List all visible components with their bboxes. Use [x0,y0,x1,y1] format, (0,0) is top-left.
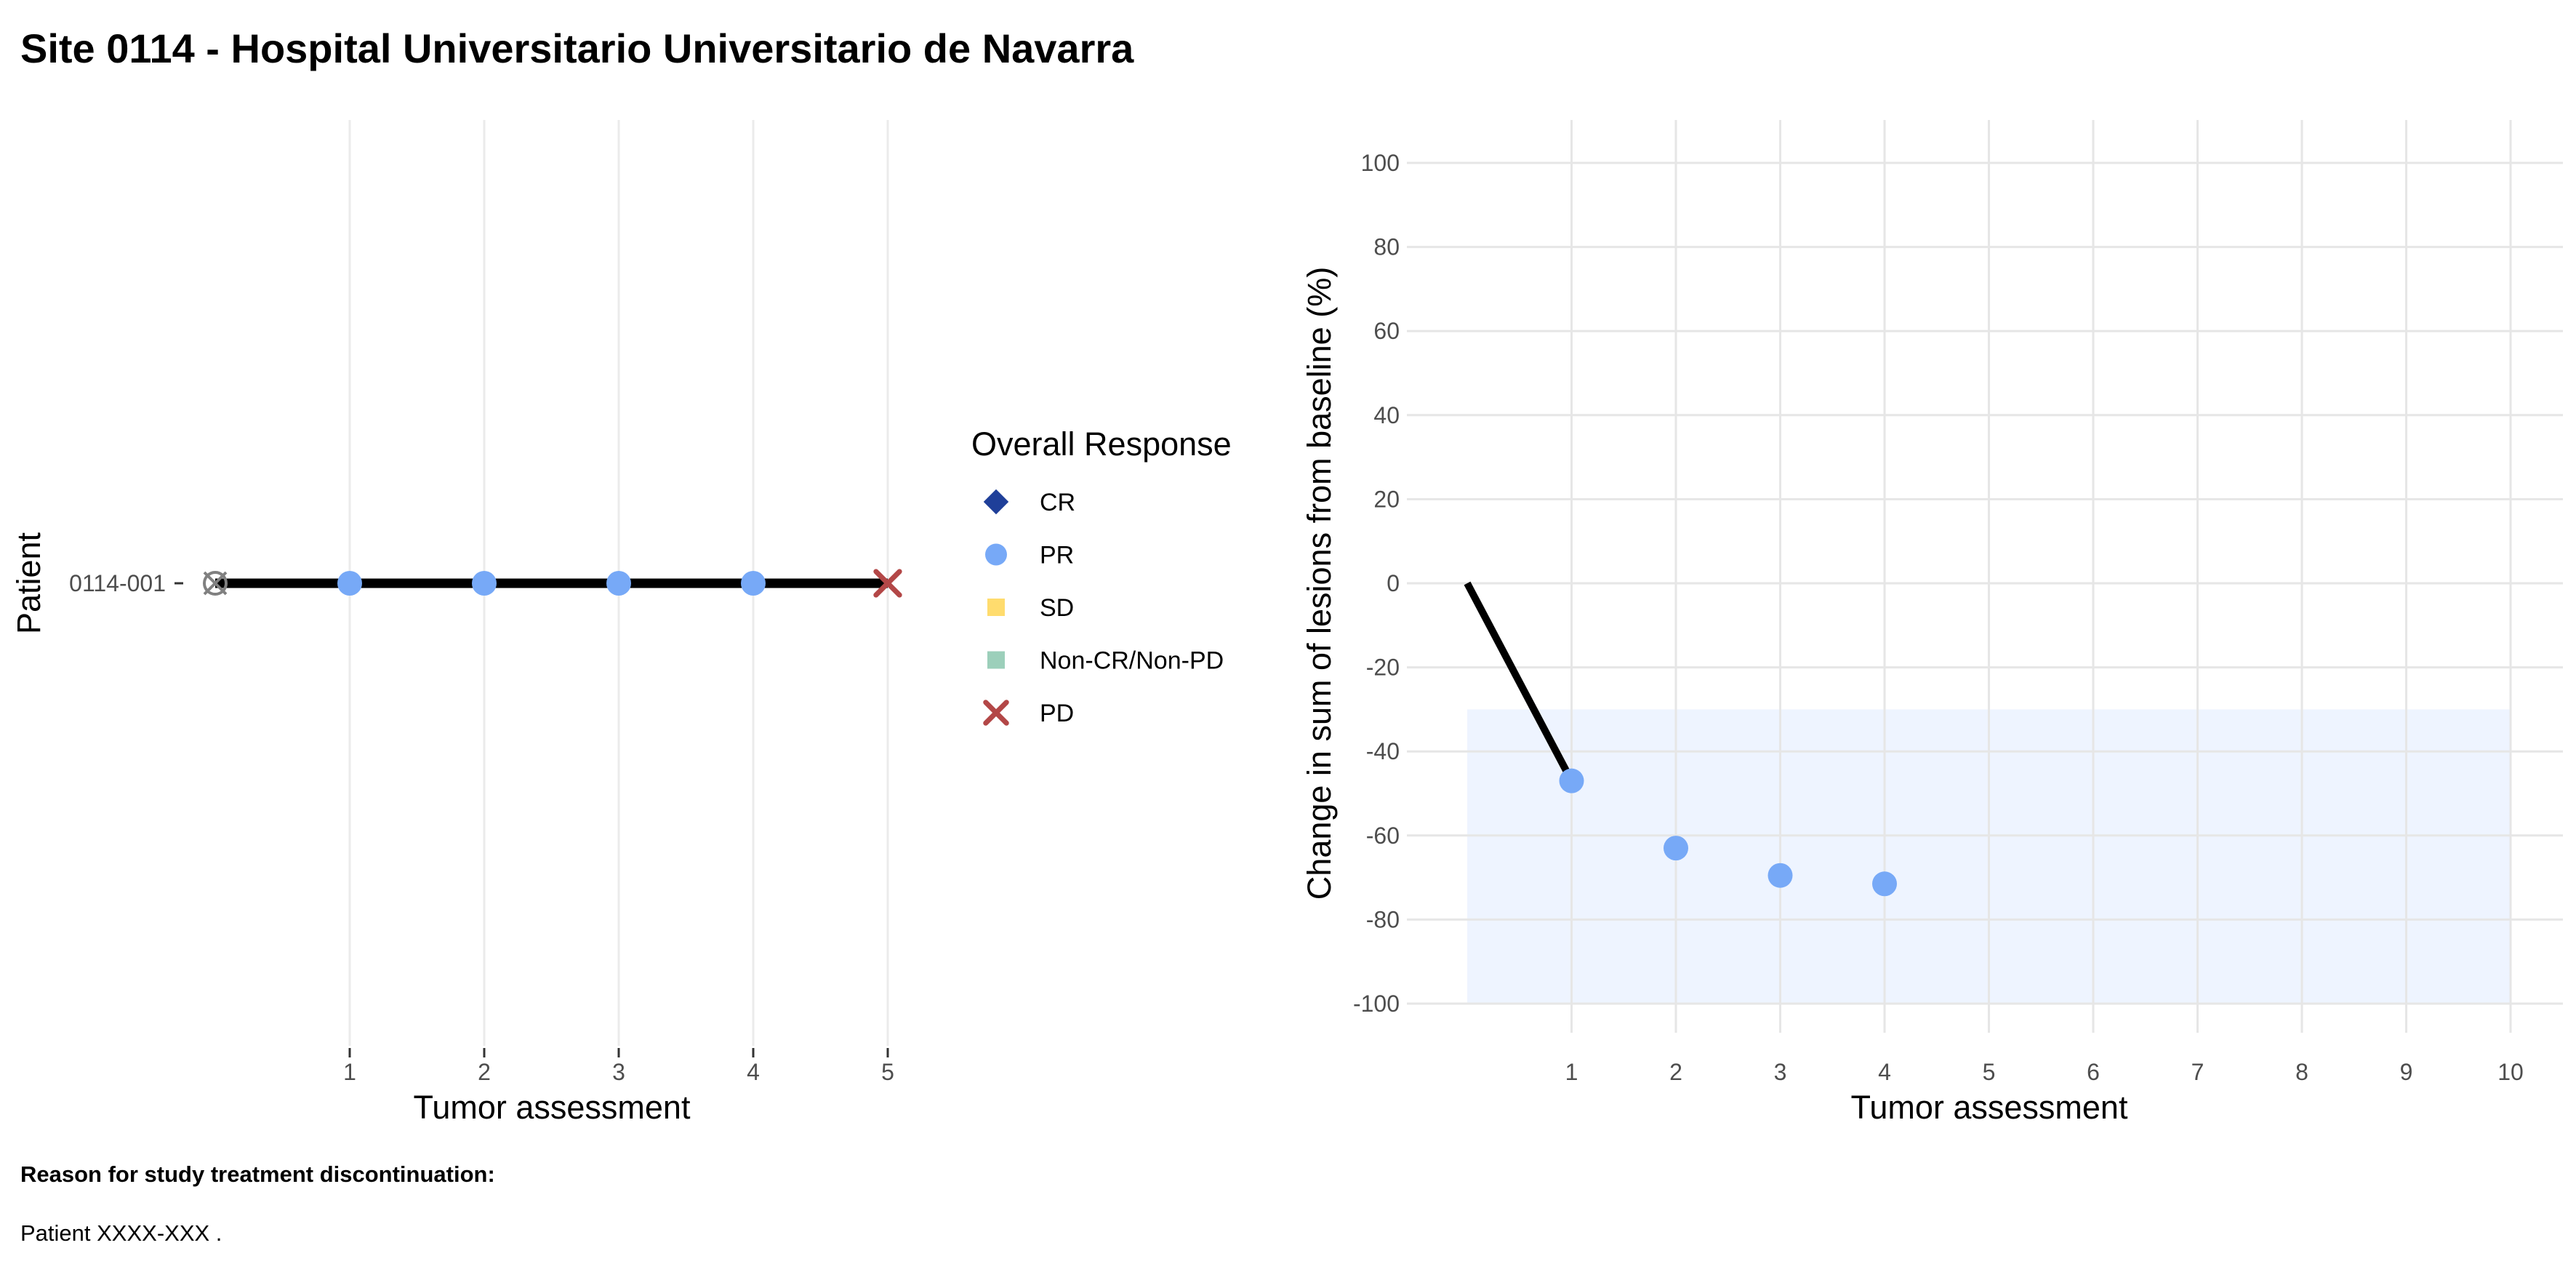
patient-label: 0114-001 [69,570,166,596]
y-tick-label: -80 [1366,906,1400,932]
response-point-pd [873,569,902,598]
change-from-baseline-plot: 100 80 60 40 20 0 -20 -40 -60 -80 -100 1 2 3 4 5 6 7 8 9 10 T… [1301,120,2563,1126]
cross-stroke [873,569,902,598]
legend-key-sd [987,599,1005,616]
x-tick-label: 6 [2087,1059,2100,1085]
baseline-marker [203,571,228,596]
legend: Overall Response CR PR SD Non-CR/Non-PD PD [971,425,1232,727]
x-tick-label: 7 [2191,1059,2204,1085]
change-point-pr [1664,836,1688,861]
y-tick-label: -100 [1353,991,1400,1017]
y-tick-label: -20 [1366,655,1400,681]
change-line [1464,581,1575,783]
discontinuation-reason-text: Patient XXXX-XXX . [20,1220,222,1246]
legend-label: PD [1040,700,1074,727]
y-tick-label: 80 [1373,234,1400,260]
legend-title: Overall Response [971,425,1232,463]
x-tick-label: 5 [881,1059,894,1085]
x-tick-label: 1 [1565,1059,1578,1085]
legend-key-pd [983,700,1009,726]
x-tick-label: 10 [2497,1059,2524,1085]
x-axis-title: Tumor assessment [1851,1089,2128,1126]
x-tick-label: 1 [343,1059,356,1085]
legend-label: CR [1040,489,1075,516]
x-tick-label: 3 [612,1059,625,1085]
y-tick-label: 60 [1373,318,1400,344]
x-tick-label: 2 [478,1059,491,1085]
response-point-pr [606,571,631,596]
y-axis-title: Change in sum of lesions from baseline (… [1301,267,1338,900]
change-point-pr [1559,768,1584,793]
legend-label: PR [1040,542,1074,569]
swimmer-plot: 1 2 3 4 5 Tumor assessment Patient 0114-001 [10,120,902,1126]
change-point-pr [1768,863,1793,888]
y-tick-label: 20 [1373,486,1400,512]
change-point-pr [1872,871,1897,897]
page-title: Site 0114 - Hospital Universitario Unive… [20,25,1134,71]
x-tick-label: 9 [2400,1059,2413,1085]
legend-label: SD [1040,594,1074,622]
response-point-pr [337,571,362,596]
legend-key-cr [983,489,1009,515]
x-tick-label: 4 [1878,1059,1891,1085]
y-tick-label: 100 [1361,150,1400,176]
y-tick-label: -60 [1366,823,1400,849]
baseline-cross [203,571,228,596]
response-point-pr [472,571,497,596]
y-tick-label: 40 [1373,402,1400,428]
legend-key-pr [985,543,1007,566]
x-tick-label: 8 [2295,1059,2308,1085]
legend-label: Non-CR/Non-PD [1040,647,1224,675]
y-axis-title: Patient [10,532,47,634]
y-tick-label: 0 [1387,570,1400,596]
x-tick-label: 4 [747,1059,760,1085]
x-tick-label: 3 [1774,1059,1787,1085]
cross-stroke [983,700,1009,726]
response-point-pr [741,571,766,596]
x-tick-label: 2 [1669,1059,1682,1085]
y-tick-label: -40 [1366,738,1400,764]
legend-key-non-cr-non-pd [987,651,1005,669]
x-tick-label: 5 [1983,1059,1996,1085]
discontinuation-reason-label: Reason for study treatment discontinuati… [20,1161,495,1187]
baseline-circle [203,571,228,596]
x-axis-title: Tumor assessment [414,1089,691,1126]
